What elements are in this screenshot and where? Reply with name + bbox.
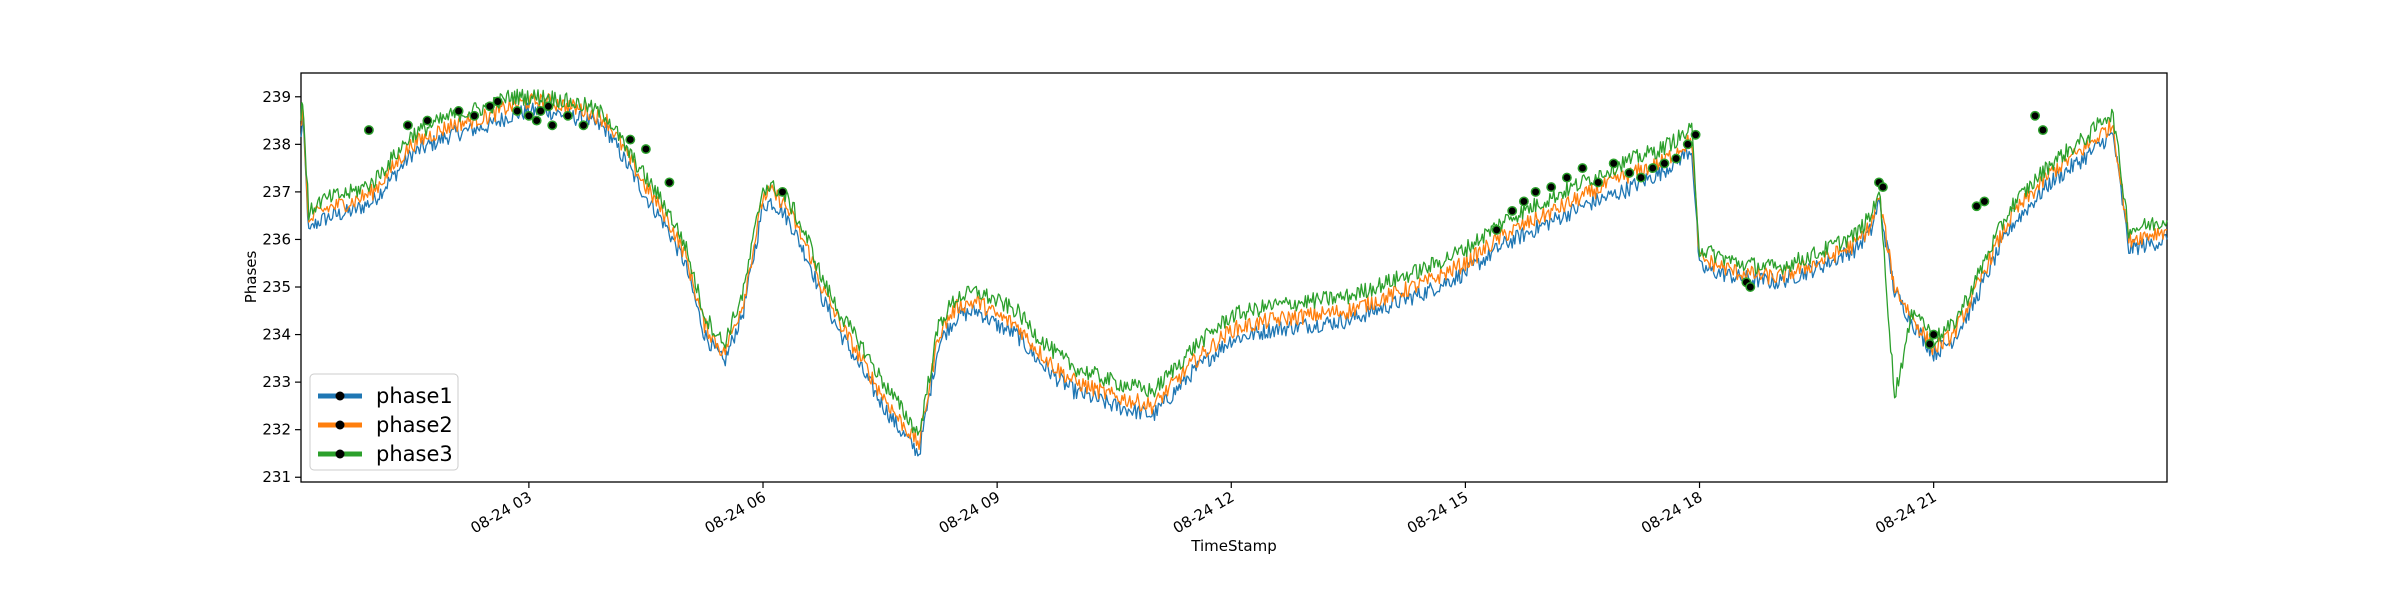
highlight-markers [363,96,2048,350]
x-axis: 08-24 03 08-24 06 08-24 09 08-24 12 08-24 15… [467,482,1940,537]
highlight-point [1659,158,1670,169]
highlight-point [2037,125,2048,136]
highlight-point [578,120,589,131]
highlight-point [402,120,413,131]
y-tick-label: 237 [262,183,291,201]
highlight-point [1561,172,1572,183]
highlight-point [484,101,495,112]
highlight-point [1593,177,1604,188]
x-tick-label: 08-24 21 [1872,488,1939,537]
legend-marker-phase3 [335,449,345,459]
x-tick-label: 08-24 15 [1404,488,1471,537]
y-axis: 231 232 233 234 235 236 237 238 239 [262,88,301,486]
series-layer [300,88,2168,457]
x-tick-label: 08-24 06 [702,488,769,537]
x-tick-label: 08-24 12 [1170,488,1237,537]
legend-label-phase1: phase1 [376,384,453,408]
legend-items: phase1 phase2 phase3 [318,384,453,466]
plot-frame [300,72,2168,483]
highlight-point [1530,186,1541,197]
highlight-point [1924,339,1935,350]
highlight-point [1577,163,1588,174]
highlight-point [523,110,534,121]
highlight-point [547,120,558,131]
y-tick-label: 233 [262,373,291,391]
highlight-point [625,134,636,145]
highlight-point [1928,329,1939,340]
highlight-point [1979,196,1990,207]
highlight-point [1636,172,1646,183]
highlight-point [531,115,542,126]
highlight-point [469,110,480,121]
highlight-point [1624,167,1635,178]
y-tick-label: 234 [262,326,291,344]
highlight-point [1690,129,1701,140]
x-axis-title: TimeStamp [1190,537,1276,555]
legend-label-phase3: phase3 [376,442,453,466]
highlight-point [1608,158,1619,169]
legend-marker-phase2 [335,420,345,430]
highlight-point [2030,110,2041,121]
highlight-point [543,101,554,112]
highlight-point [492,96,503,107]
y-tick-label: 236 [262,230,291,248]
highlight-point [453,106,464,116]
series-line-phase2 [300,93,2168,451]
legend: phase1 phase2 phase3 [309,373,459,471]
highlight-point [1518,196,1529,207]
highlight-point [1491,224,1502,235]
highlight-point [562,110,573,121]
highlight-point [422,115,433,126]
legend-marker-phase1 [335,391,345,401]
y-tick-label: 231 [262,468,291,486]
highlight-point [1971,201,1982,212]
highlight-point [664,177,675,188]
x-tick-label: 08-24 18 [1638,488,1705,537]
highlight-point [1546,182,1557,193]
highlight-point [1647,163,1658,174]
x-tick-label: 08-24 09 [936,488,1003,537]
y-axis-title: Phases [242,251,260,304]
highlight-point [640,144,651,155]
highlight-point [1507,205,1518,216]
highlight-point [363,125,374,136]
series-line-phase1 [300,102,2168,457]
highlight-point [535,106,546,116]
y-tick-label: 232 [262,421,291,439]
highlight-point [777,186,788,197]
y-tick-label: 235 [262,278,291,296]
highlight-point [1745,282,1756,292]
legend-label-phase2: phase2 [376,413,453,437]
highlight-point [512,106,523,116]
highlight-point [1877,182,1888,193]
highlight-point [1682,139,1693,150]
y-tick-label: 239 [262,88,291,106]
highlight-point [1671,153,1682,164]
x-tick-label: 08-24 03 [467,488,534,537]
y-tick-label: 238 [262,135,291,153]
series-line-phase3 [300,88,2168,436]
